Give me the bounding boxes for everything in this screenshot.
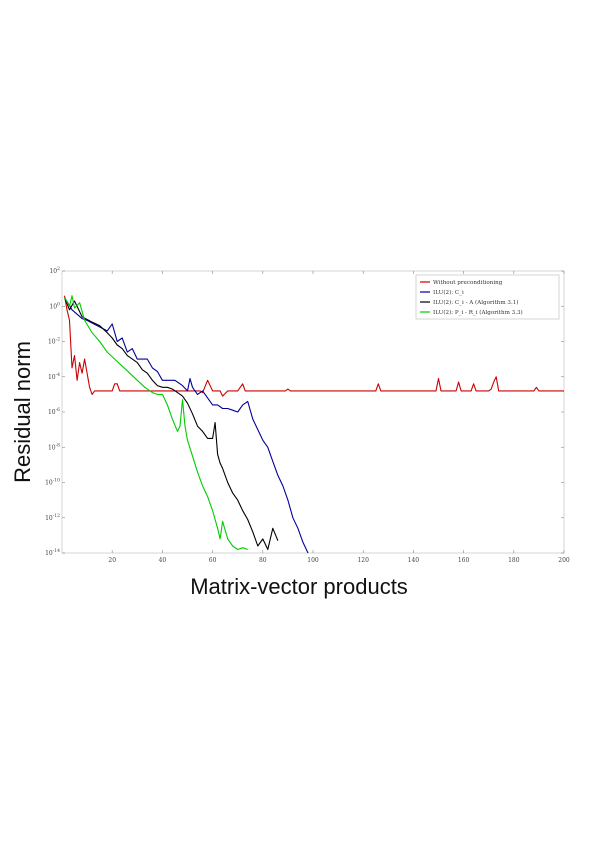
x-tick-label: 160 bbox=[458, 557, 470, 564]
y-axis-label: Residual norm bbox=[10, 341, 35, 483]
x-tick-label: 20 bbox=[108, 557, 116, 564]
x-tick-label: 40 bbox=[159, 557, 167, 564]
series-line-1 bbox=[63, 295, 564, 397]
y-tick-label: 10-8 bbox=[48, 442, 60, 451]
y-tick-label: 102 bbox=[49, 266, 60, 275]
x-tick-label: 140 bbox=[408, 557, 420, 564]
y-axis-ticks: 102 100 10-2 10-4 10-6 10-8 10-10 10-12 10-14 bbox=[45, 266, 564, 557]
x-tick-label: 200 bbox=[558, 557, 570, 564]
legend-box bbox=[415, 274, 560, 320]
legend-label-3: ILU(2): C_i - A (Algorithm 3.1) bbox=[433, 299, 518, 306]
y-tick-label: 10-6 bbox=[48, 407, 60, 416]
x-axis-label: Matrix-vector products bbox=[190, 574, 408, 599]
series-line-4 bbox=[64, 295, 248, 551]
x-axis-ticks: 20 40 60 80 100 120 140 160 180 200 bbox=[108, 271, 570, 564]
x-tick-label: 100 bbox=[307, 557, 319, 564]
y-tick-label: 10-4 bbox=[48, 372, 60, 381]
legend-label-2: ILU(2): C_i bbox=[433, 289, 464, 296]
y-tick-label: 100 bbox=[49, 301, 60, 310]
legend-label-1: Without preconditioning bbox=[433, 280, 503, 286]
series-lines bbox=[63, 295, 564, 554]
series-line-3 bbox=[63, 297, 279, 551]
x-tick-label: 180 bbox=[508, 557, 520, 564]
y-tick-label: 10-10 bbox=[45, 478, 60, 487]
x-tick-label: 60 bbox=[209, 557, 217, 564]
y-tick-label: 10-2 bbox=[48, 337, 60, 346]
x-tick-label: 120 bbox=[357, 557, 369, 564]
legend: Without preconditioning ILU(2): C_i ILU(2)… bbox=[415, 274, 560, 320]
y-tick-label: 10-14 bbox=[45, 548, 60, 557]
y-tick-label: 10-12 bbox=[45, 513, 60, 522]
x-tick-label: 80 bbox=[259, 557, 267, 564]
legend-label-4: ILU(2): P_i - R_i (Algorithm 3.3) bbox=[433, 309, 523, 316]
series-line-2 bbox=[64, 297, 309, 554]
